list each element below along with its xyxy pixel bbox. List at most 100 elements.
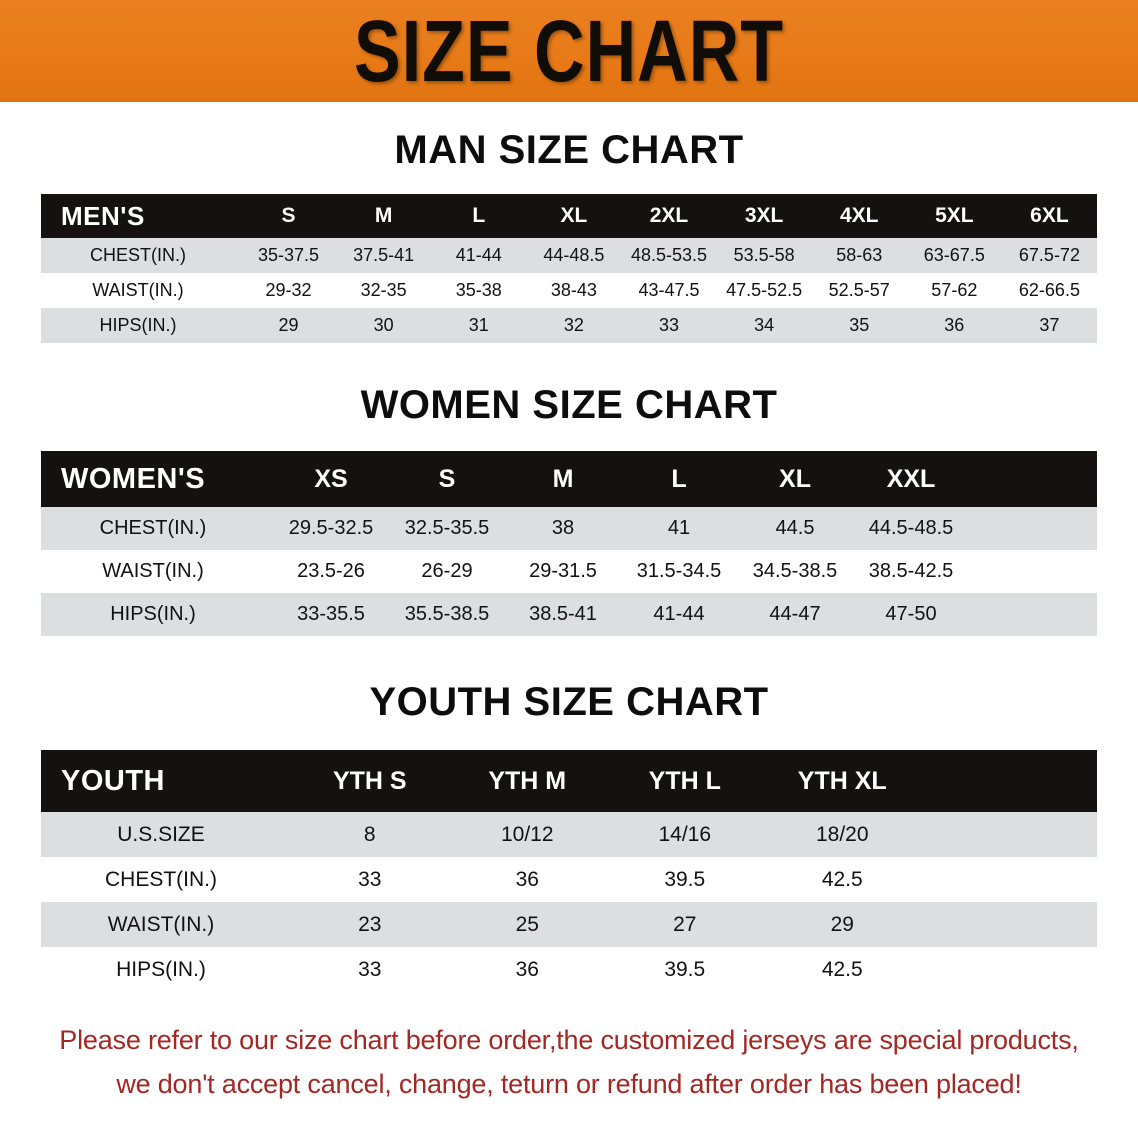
man-cell-0-0: 35-37.5 xyxy=(241,238,337,273)
women-col-header-spacer xyxy=(969,451,1097,507)
women-cell-1-4: 34.5-38.5 xyxy=(737,550,853,593)
man-col-header-8: 6XL xyxy=(1001,194,1097,238)
man-cell-2-1: 30 xyxy=(336,308,432,343)
man-cell-2-2: 31 xyxy=(431,308,527,343)
man-table-head: MEN'S S M L XL 2XL 3XL 4XL 5XL 6XL xyxy=(41,194,1097,238)
youth-cell-2-spacer xyxy=(921,902,1097,947)
man-cell-0-5: 53.5-58 xyxy=(716,238,812,273)
women-cell-2-0: 33-35.5 xyxy=(273,593,389,636)
women-cell-0-3: 41 xyxy=(621,507,737,550)
man-cell-1-0: 29-32 xyxy=(241,273,337,308)
women-cell-1-3: 31.5-34.5 xyxy=(621,550,737,593)
page-title: SIZE CHART xyxy=(354,2,784,100)
man-cell-1-5: 47.5-52.5 xyxy=(716,273,812,308)
man-col-header-7: 5XL xyxy=(906,194,1002,238)
women-col-header-5: XXL xyxy=(853,451,969,507)
man-cell-2-8: 37 xyxy=(1001,308,1097,343)
youth-header-label: YOUTH xyxy=(41,750,291,812)
man-cell-2-4: 33 xyxy=(621,308,717,343)
man-cell-0-6: 58-63 xyxy=(811,238,907,273)
women-col-header-2: M xyxy=(505,451,621,507)
man-cell-0-1: 37.5-41 xyxy=(336,238,432,273)
youth-col-header-2: YTH L xyxy=(606,750,764,812)
women-header-row: WOMEN'S XS S M L XL XXL xyxy=(41,451,1097,507)
women-cell-0-0: 29.5-32.5 xyxy=(273,507,389,550)
youth-table-wrap: YOUTH YTH S YTH M YTH L YTH XL U.S.SIZE … xyxy=(41,750,1097,992)
women-cell-1-0: 23.5-26 xyxy=(273,550,389,593)
youth-col-header-1: YTH M xyxy=(448,750,606,812)
man-table-body: CHEST(IN.) 35-37.5 37.5-41 41-44 44-48.5… xyxy=(41,238,1097,343)
youth-section-title: YOUTH SIZE CHART xyxy=(369,680,769,724)
youth-table-head: YOUTH YTH S YTH M YTH L YTH XL xyxy=(41,750,1097,812)
youth-row-label-1: CHEST(IN.) xyxy=(41,857,291,902)
table-row: U.S.SIZE 8 10/12 14/16 18/20 xyxy=(41,812,1097,857)
women-cell-2-3: 41-44 xyxy=(621,593,737,636)
man-row-label-2: HIPS(IN.) xyxy=(41,308,241,343)
man-col-header-4: 2XL xyxy=(621,194,717,238)
youth-size-table: YOUTH YTH S YTH M YTH L YTH XL U.S.SIZE … xyxy=(41,750,1097,992)
man-table-wrap: MEN'S S M L XL 2XL 3XL 4XL 5XL 6XL CHEST… xyxy=(41,194,1097,343)
table-row: HIPS(IN.) 29 30 31 32 33 34 35 36 37 xyxy=(41,308,1097,343)
youth-cell-1-3: 42.5 xyxy=(763,857,921,902)
man-cell-2-5: 34 xyxy=(716,308,812,343)
man-row-label-0: CHEST(IN.) xyxy=(41,238,241,273)
man-cell-0-7: 63-67.5 xyxy=(906,238,1002,273)
table-row: HIPS(IN.) 33 36 39.5 42.5 xyxy=(41,947,1097,992)
youth-cell-3-2: 39.5 xyxy=(606,947,764,992)
women-cell-2-4: 44-47 xyxy=(737,593,853,636)
women-cell-1-5: 38.5-42.5 xyxy=(853,550,969,593)
youth-header-row: YOUTH YTH S YTH M YTH L YTH XL xyxy=(41,750,1097,812)
man-cell-2-6: 35 xyxy=(811,308,907,343)
man-size-table: MEN'S S M L XL 2XL 3XL 4XL 5XL 6XL CHEST… xyxy=(41,194,1097,343)
women-col-header-3: L xyxy=(621,451,737,507)
women-row-label-1: WAIST(IN.) xyxy=(41,550,273,593)
women-cell-1-2: 29-31.5 xyxy=(505,550,621,593)
women-cell-0-spacer xyxy=(969,507,1097,550)
youth-row-label-2: WAIST(IN.) xyxy=(41,902,291,947)
women-table-wrap: WOMEN'S XS S M L XL XXL CHEST(IN.) 29.5-… xyxy=(41,451,1097,636)
women-col-header-4: XL xyxy=(737,451,853,507)
man-header-row: MEN'S S M L XL 2XL 3XL 4XL 5XL 6XL xyxy=(41,194,1097,238)
youth-cell-1-2: 39.5 xyxy=(606,857,764,902)
man-col-header-1: M xyxy=(336,194,432,238)
man-col-header-3: XL xyxy=(526,194,622,238)
youth-cell-3-1: 36 xyxy=(448,947,606,992)
disclaimer-line-1: Please refer to our size chart before or… xyxy=(59,1025,1079,1055)
women-cell-2-spacer xyxy=(969,593,1097,636)
women-table-body: CHEST(IN.) 29.5-32.5 32.5-35.5 38 41 44.… xyxy=(41,507,1097,636)
table-row: HIPS(IN.) 33-35.5 35.5-38.5 38.5-41 41-4… xyxy=(41,593,1097,636)
table-row: CHEST(IN.) 33 36 39.5 42.5 xyxy=(41,857,1097,902)
man-cell-1-6: 52.5-57 xyxy=(811,273,907,308)
youth-cell-2-2: 27 xyxy=(606,902,764,947)
women-cell-0-2: 38 xyxy=(505,507,621,550)
table-row: CHEST(IN.) 29.5-32.5 32.5-35.5 38 41 44.… xyxy=(41,507,1097,550)
youth-col-header-spacer xyxy=(921,750,1097,812)
women-cell-1-1: 26-29 xyxy=(389,550,505,593)
youth-cell-1-0: 33 xyxy=(291,857,449,902)
youth-row-label-0: U.S.SIZE xyxy=(41,812,291,857)
youth-cell-2-1: 25 xyxy=(448,902,606,947)
women-cell-2-5: 47-50 xyxy=(853,593,969,636)
women-col-header-0: XS xyxy=(273,451,389,507)
youth-cell-0-3: 18/20 xyxy=(763,812,921,857)
man-cell-0-4: 48.5-53.5 xyxy=(621,238,717,273)
women-section-title: WOMEN SIZE CHART xyxy=(360,383,778,427)
table-row: WAIST(IN.) 23 25 27 29 xyxy=(41,902,1097,947)
man-cell-1-1: 32-35 xyxy=(336,273,432,308)
women-header-label: WOMEN'S xyxy=(41,451,273,507)
man-cell-1-8: 62-66.5 xyxy=(1001,273,1097,308)
man-cell-1-3: 38-43 xyxy=(526,273,622,308)
man-cell-1-2: 35-38 xyxy=(431,273,527,308)
disclaimer-line-2: we don't accept cancel, change, teturn o… xyxy=(116,1069,1022,1099)
man-header-label: MEN'S xyxy=(41,194,241,238)
youth-col-header-0: YTH S xyxy=(291,750,449,812)
table-row: WAIST(IN.) 29-32 32-35 35-38 38-43 43-47… xyxy=(41,273,1097,308)
youth-cell-0-spacer xyxy=(921,812,1097,857)
women-table-head: WOMEN'S XS S M L XL XXL xyxy=(41,451,1097,507)
man-col-header-6: 4XL xyxy=(811,194,907,238)
youth-cell-1-1: 36 xyxy=(448,857,606,902)
man-cell-0-2: 41-44 xyxy=(431,238,527,273)
table-row: CHEST(IN.) 35-37.5 37.5-41 41-44 44-48.5… xyxy=(41,238,1097,273)
youth-cell-3-0: 33 xyxy=(291,947,449,992)
man-cell-1-7: 57-62 xyxy=(906,273,1002,308)
